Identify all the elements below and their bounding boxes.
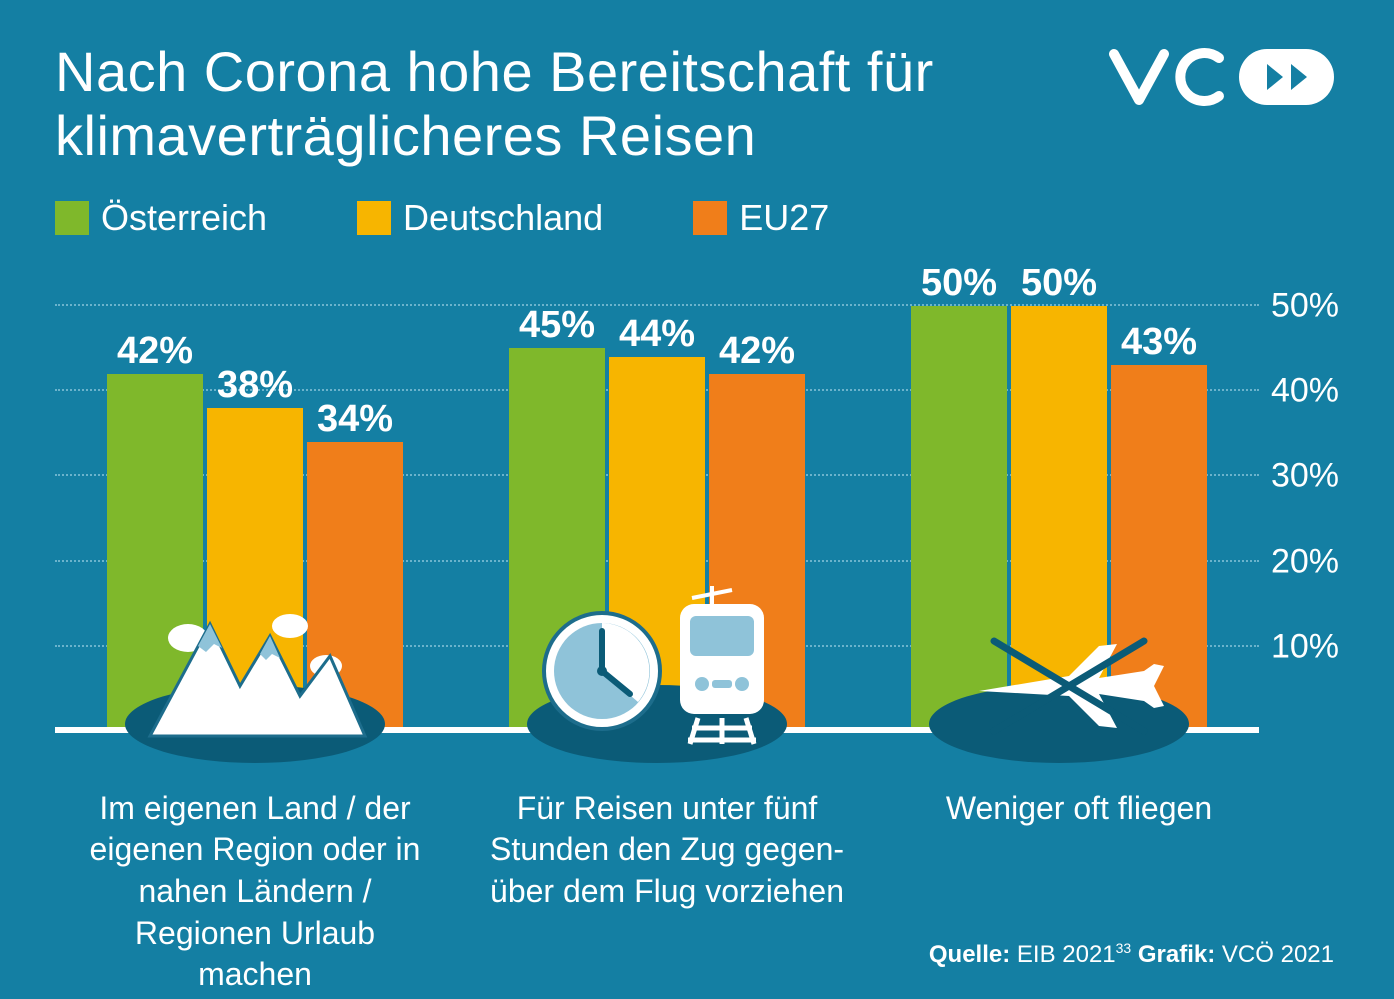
bar-group: 50% 50% 43%	[879, 263, 1239, 733]
legend-swatch	[357, 201, 391, 235]
bar-value-label: 34%	[317, 398, 393, 441]
y-tick-label: 20%	[1264, 542, 1339, 581]
mountains-icon	[140, 596, 370, 751]
no-plane-icon	[949, 616, 1169, 751]
source-value: EIB 2021	[1017, 941, 1116, 968]
header: Nach Corona hohe Bereitschaft für klimav…	[55, 40, 1339, 169]
legend-swatch	[693, 201, 727, 235]
bar-value-label: 42%	[719, 330, 795, 373]
vcoe-logo	[1109, 46, 1339, 113]
legend-label: Deutschland	[403, 197, 603, 239]
grafik-value: VCÖ 2021	[1222, 941, 1334, 968]
bar-value-label: 50%	[1021, 262, 1097, 305]
bar-group: 42% 38% 34%	[75, 263, 435, 733]
bar-value-label: 43%	[1121, 321, 1197, 364]
bar-value-label: 38%	[217, 364, 293, 407]
legend-item-austria: Österreich	[55, 197, 267, 239]
source-line: Quelle: EIB 202133 Grafik: VCÖ 2021	[929, 940, 1334, 969]
source-label: Quelle:	[929, 941, 1010, 968]
legend-item-eu27: EU27	[693, 197, 829, 239]
bar-groups: 42% 38% 34% 45% 44% 42%	[55, 263, 1259, 733]
legend-item-germany: Deutschland	[357, 197, 603, 239]
caption-group-2: Für Reisen unter fünf Stunden den Zug ge…	[487, 788, 847, 996]
y-tick-label: 40%	[1264, 371, 1339, 410]
bar-value-label: 45%	[519, 304, 595, 347]
chart-area: 42% 38% 34% 45% 44% 42%	[55, 263, 1339, 733]
infographic-canvas: Nach Corona hohe Bereitschaft für klimav…	[0, 0, 1394, 999]
legend: Österreich Deutschland EU27	[55, 197, 1339, 239]
grafik-label: Grafik:	[1138, 941, 1215, 968]
chart-title: Nach Corona hohe Bereitschaft für klimav…	[55, 40, 1109, 169]
legend-swatch	[55, 201, 89, 235]
caption-group-1: Im eigenen Land / der eigenen Region ode…	[75, 788, 435, 996]
y-tick-label: 30%	[1264, 457, 1339, 496]
legend-label: Österreich	[101, 197, 267, 239]
y-tick-label: 50%	[1264, 286, 1339, 325]
bar-value-label: 44%	[619, 313, 695, 356]
clock-train-icon	[532, 576, 782, 751]
legend-label: EU27	[739, 197, 829, 239]
bar-value-label: 50%	[921, 262, 997, 305]
source-sup: 33	[1116, 940, 1132, 956]
y-tick-label: 10%	[1264, 628, 1339, 667]
bar-group: 45% 44% 42%	[477, 263, 837, 733]
bar-value-label: 42%	[117, 330, 193, 373]
